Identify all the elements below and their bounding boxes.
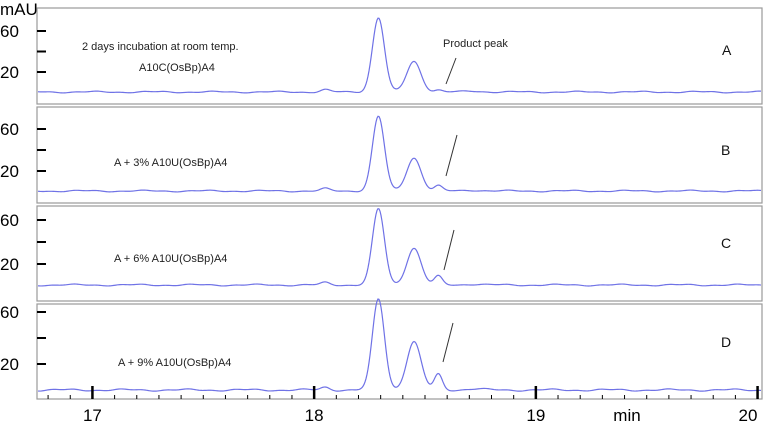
panel-frame — [36, 7, 763, 105]
panel-frame — [36, 205, 763, 302]
panel-b: 20 60 A + 3% A10U(OsBp)A4 B — [0, 106, 763, 204]
panel-letter: D — [721, 334, 731, 350]
product-peak-pointer — [445, 57, 457, 85]
x-tick-label: 18 — [305, 406, 324, 425]
x-axis: 17 18 19 20 min — [47, 386, 759, 425]
x-tick-label: 20 — [739, 406, 758, 425]
product-peak-label: Product peak — [443, 38, 508, 50]
y-tick-label: 60 — [0, 211, 19, 230]
panel-c: 20 60 A + 6% A10U(OsBp)A4 C — [0, 205, 763, 302]
panel-a: 20 60 2 days incubation at room temp. A10C(… — [0, 7, 763, 105]
y-tick-label: 60 — [0, 22, 19, 41]
y-tick-label: 20 — [0, 63, 19, 82]
chromatogram-trace — [37, 207, 762, 287]
y-axis-unit-label: mAU — [0, 0, 38, 19]
panel-annotation: A + 3% A10U(OsBp)A4 — [114, 157, 227, 169]
x-tick-label: 17 — [83, 406, 102, 425]
panel-letter: B — [721, 142, 730, 158]
y-tick-label: 60 — [0, 303, 19, 322]
panel-annotation: A + 9% A10U(OsBp)A4 — [118, 357, 231, 369]
y-tick-label: 60 — [0, 120, 19, 139]
panel-letter: A — [722, 42, 732, 58]
panel-annotation: A + 6% A10U(OsBp)A4 — [114, 253, 227, 265]
panel-frame — [36, 303, 763, 400]
chromatogram-trace — [37, 115, 762, 193]
product-peak-pointer — [445, 134, 458, 177]
panels-layer: mAU 20 60 2 days incubation at room temp. A1… — [0, 0, 763, 400]
product-peak-pointer — [442, 322, 454, 363]
x-tick-label: 19 — [526, 406, 545, 425]
y-tick-label: 20 — [0, 255, 19, 274]
product-peak-pointer — [443, 229, 455, 271]
y-tick-label: 20 — [0, 355, 19, 374]
panel-letter: C — [721, 235, 731, 251]
x-axis-unit-label: min — [613, 406, 640, 425]
panel-d: 20 60 A + 9% A10U(OsBp)A4 D — [0, 298, 763, 400]
chromatogram-trace — [37, 17, 762, 94]
panel-annotation: 2 days incubation at room temp. — [82, 41, 239, 53]
panel-annotation: A10C(OsBp)A4 — [139, 62, 215, 74]
chromatogram-trace — [37, 298, 762, 392]
y-tick-label: 20 — [0, 162, 19, 181]
panel-frame — [36, 106, 763, 204]
